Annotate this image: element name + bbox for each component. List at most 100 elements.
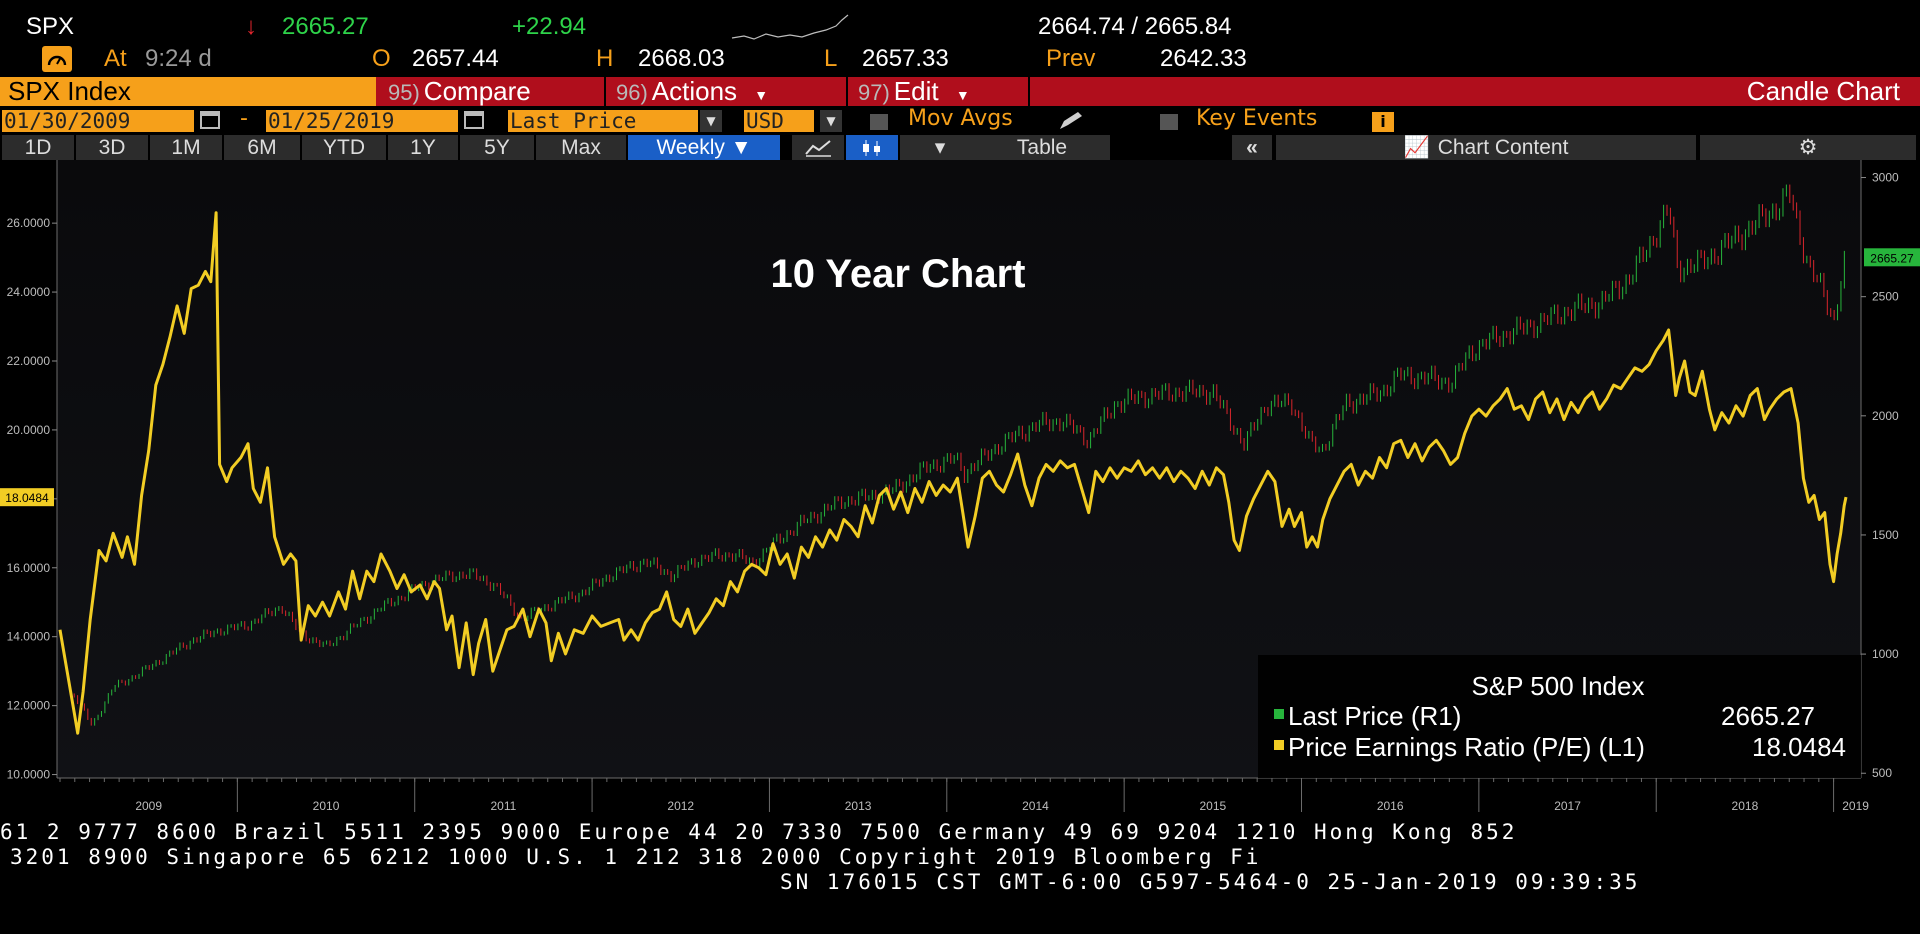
high-label: H [596, 45, 614, 72]
high-value: 2668.03 [638, 45, 725, 72]
open-label: O [372, 45, 391, 72]
period-1d[interactable]: 1D [2, 135, 74, 160]
x-axis-tick-label: 2011 [490, 799, 516, 813]
edit-number: 97) [858, 80, 890, 105]
right-axis-tick-label: 3000 [1872, 171, 1899, 185]
left-axis-tick-label: 26.0000 [7, 216, 51, 230]
ticker-symbol: SPX [26, 13, 75, 40]
period-3d[interactable]: 3D [76, 135, 148, 160]
legend-item-pe: Price Earnings Ratio (P/E) (L1) [1288, 732, 1645, 762]
actions-chevron-down-icon: ▼ [754, 87, 769, 103]
gear-icon[interactable]: ⚙ [1700, 135, 1916, 160]
legend: S&P 500 Index Last Price (R1) 2665.27 Pr… [1258, 655, 1861, 778]
x-axis-tick-label: 2014 [1022, 799, 1049, 813]
line-chart-icon[interactable] [792, 135, 844, 160]
footer-line-2: 3201 8900 Singapore 65 6212 1000 U.S. 1 … [10, 845, 1262, 869]
period-1y[interactable]: 1Y [388, 135, 458, 160]
left-axis-tick-label: 10.0000 [7, 768, 51, 782]
pe-current-value-tag [0, 488, 54, 507]
edit-button[interactable]: 97) Edit ▼ [850, 77, 1030, 106]
bid-ask: 2664.74 / 2665.84 [1038, 13, 1232, 40]
pencil-icon[interactable] [1056, 110, 1086, 132]
currency-dropdown-icon[interactable]: ▼ [820, 110, 842, 132]
left-axis-tick-label: 20.0000 [7, 423, 51, 437]
security-field[interactable]: SPX Index [0, 77, 376, 106]
down-arrow-icon: ↓ [245, 13, 257, 40]
end-calendar-icon[interactable] [464, 111, 484, 129]
x-axis-tick-label: 2019 [1842, 799, 1869, 813]
x-axis-tick-label: 2012 [667, 799, 694, 813]
left-axis-tick-label: 16.0000 [7, 561, 51, 575]
period-5y[interactable]: 5Y [460, 135, 534, 160]
sparkline-icon [731, 14, 849, 40]
left-axis-tick-label: 12.0000 [7, 699, 51, 713]
left-axis-tick-label: 14.0000 [7, 630, 51, 644]
prev-value: 2642.33 [1160, 45, 1247, 72]
legend-box [1258, 655, 1861, 778]
edit-label: Edit [893, 76, 939, 106]
x-axis-tick-label: 2015 [1199, 799, 1226, 813]
footer-line-1: 61 2 9777 8600 Brazil 5511 2395 9000 Eur… [0, 820, 1518, 844]
info-icon[interactable]: i [1372, 112, 1394, 132]
x-axis-tick-label: 2013 [845, 799, 872, 813]
x-axis-tick-label: 2016 [1377, 799, 1404, 813]
end-date-field[interactable]: 01/25/2019 [266, 110, 458, 132]
field-dropdown-icon[interactable]: ▼ [700, 110, 722, 132]
legend-value-price: 2665.27 [1721, 701, 1815, 731]
compare-button[interactable]: 95) Compare [380, 77, 606, 106]
table-button[interactable]: Table [974, 135, 1110, 160]
frequency-select[interactable]: Weekly ▼ [628, 135, 780, 160]
x-axis-tick-label: 2017 [1554, 799, 1581, 813]
legend-title: S&P 500 Index [1472, 671, 1645, 701]
open-value: 2657.44 [412, 45, 499, 72]
actions-number: 96) [616, 80, 648, 105]
right-axis-tick-label: 2000 [1872, 409, 1899, 423]
right-axis-tick-label: 2500 [1872, 290, 1899, 304]
legend-swatch-price [1274, 709, 1284, 719]
date-range-dash: - [240, 106, 248, 131]
low-label: L [824, 45, 838, 72]
compare-label: Compare [423, 76, 531, 106]
x-axis-tick-label: 2009 [135, 799, 162, 813]
period-1m[interactable]: 1M [150, 135, 222, 160]
chart-content-icon: 📈 [1403, 136, 1430, 159]
actions-button[interactable]: 96) Actions ▼ [608, 77, 848, 106]
mov-avgs-label[interactable]: Mov Avgs [908, 106, 1013, 131]
footer-line-3: SN 176015 CST GMT-6:00 G597-5464-0 25-Ja… [780, 870, 1641, 894]
candle-chart[interactable]: 10.000012.000014.000016.000018.000020.00… [0, 160, 1920, 816]
key-events-label[interactable]: Key Events [1196, 106, 1318, 131]
right-axis-tick-label: 1000 [1872, 647, 1899, 661]
left-axis-tick-label: 24.0000 [7, 285, 51, 299]
prev-label: Prev [1046, 45, 1096, 72]
legend-swatch-pe [1274, 740, 1284, 750]
start-date-field[interactable]: 01/30/2009 [2, 110, 194, 132]
key-events-checkbox[interactable] [1160, 114, 1178, 130]
field-select[interactable]: Last Price [508, 110, 698, 132]
pe-current-value-label: 18.0484 [5, 491, 49, 505]
right-axis-tick-label: 500 [1872, 766, 1892, 780]
chart-type-title: Candle Chart [1746, 76, 1900, 106]
chart-content-button[interactable]: 📈 Chart Content [1276, 135, 1696, 160]
mov-avgs-checkbox[interactable] [870, 114, 888, 130]
period-ytd[interactable]: YTD [302, 135, 386, 160]
pe-ratio-line [58, 211, 1848, 735]
collapse-chevron-icon[interactable]: « [1232, 135, 1272, 160]
price-current-value-label: 2665.27 [1870, 251, 1914, 265]
realtime-gauge-icon[interactable] [42, 46, 72, 72]
low-value: 2657.33 [862, 45, 949, 72]
last-price: 2665.27 [282, 13, 369, 40]
edit-chevron-down-icon: ▼ [955, 87, 970, 103]
chart-style-dropdown-icon[interactable]: ▾ [900, 135, 980, 160]
chart-title: 10 Year Chart [771, 252, 1026, 296]
quote-time: 9:24 d [145, 45, 212, 72]
start-calendar-icon[interactable] [200, 111, 220, 129]
compare-number: 95) [388, 80, 420, 105]
net-change: +22.94 [512, 13, 587, 40]
period-6m[interactable]: 6M [224, 135, 300, 160]
x-axis-tick-label: 2018 [1732, 799, 1759, 813]
candle-chart-icon[interactable] [846, 135, 898, 160]
legend-value-pe: 18.0484 [1752, 732, 1846, 762]
currency-select[interactable]: USD [744, 110, 814, 132]
actions-label: Actions [651, 76, 738, 106]
period-max[interactable]: Max [536, 135, 626, 160]
